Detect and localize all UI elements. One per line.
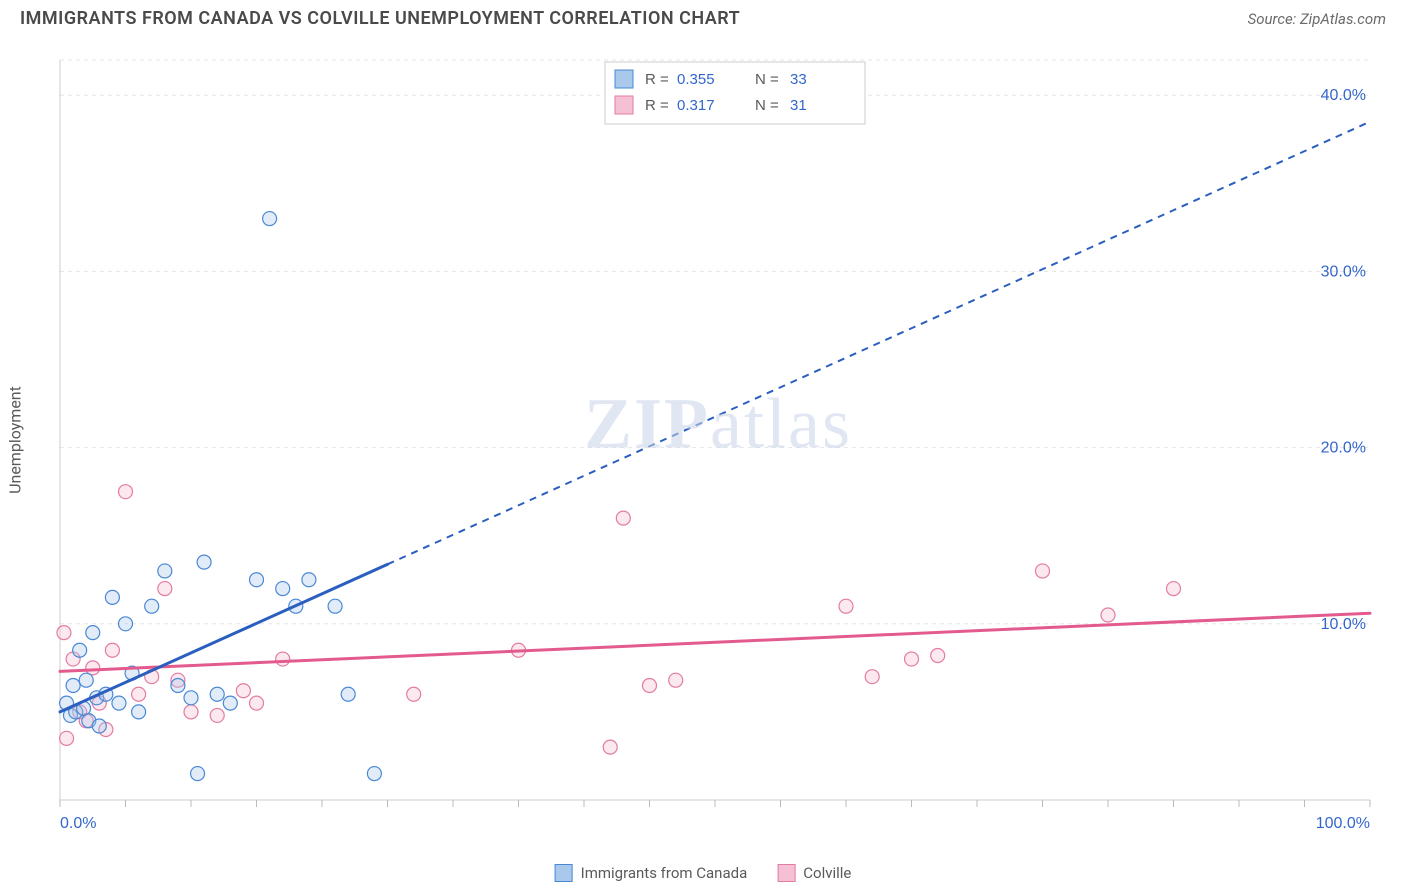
svg-text:0.317: 0.317	[677, 97, 715, 114]
legend-label-colville: Colville	[803, 864, 851, 882]
source-attribution: Source: ZipAtlas.com	[1248, 10, 1386, 28]
title-bar: IMMIGRANTS FROM CANADA VS COLVILLE UNEMP…	[0, 0, 1406, 33]
legend-swatch-colville	[777, 864, 795, 882]
svg-text:31: 31	[790, 97, 807, 114]
svg-text:N =: N =	[755, 71, 779, 88]
scatter-plot: 10.0% 20.0% 30.0% 40.0% 0.0% 100.0% R = 0.355 N …	[50, 50, 1386, 830]
legend-swatch-canada	[555, 864, 573, 882]
bottom-legend: Immigrants from Canada Colville	[555, 864, 852, 882]
chart-area: Unemployment 10.0%20.0%30.0%40.0%0.0%100…	[50, 50, 1386, 830]
svg-text:40.0%: 40.0%	[1321, 87, 1366, 104]
y-axis-label: Unemployment	[6, 386, 25, 494]
svg-text:10.0%: 10.0%	[1321, 616, 1366, 633]
legend-item-canada: Immigrants from Canada	[555, 864, 748, 882]
svg-text:0.0%: 0.0%	[60, 815, 96, 830]
svg-text:0.355: 0.355	[677, 71, 715, 88]
svg-text:33: 33	[790, 71, 807, 88]
svg-text:R =: R =	[645, 97, 669, 114]
svg-text:100.0%: 100.0%	[1316, 815, 1370, 830]
legend-label-canada: Immigrants from Canada	[581, 864, 748, 882]
chart-title: IMMIGRANTS FROM CANADA VS COLVILLE UNEMP…	[20, 8, 740, 29]
legend-item-colville: Colville	[777, 864, 851, 882]
svg-text:N =: N =	[755, 97, 779, 114]
svg-text:R =: R =	[645, 71, 669, 88]
svg-text:20.0%: 20.0%	[1321, 440, 1366, 457]
svg-text:30.0%: 30.0%	[1321, 263, 1366, 280]
